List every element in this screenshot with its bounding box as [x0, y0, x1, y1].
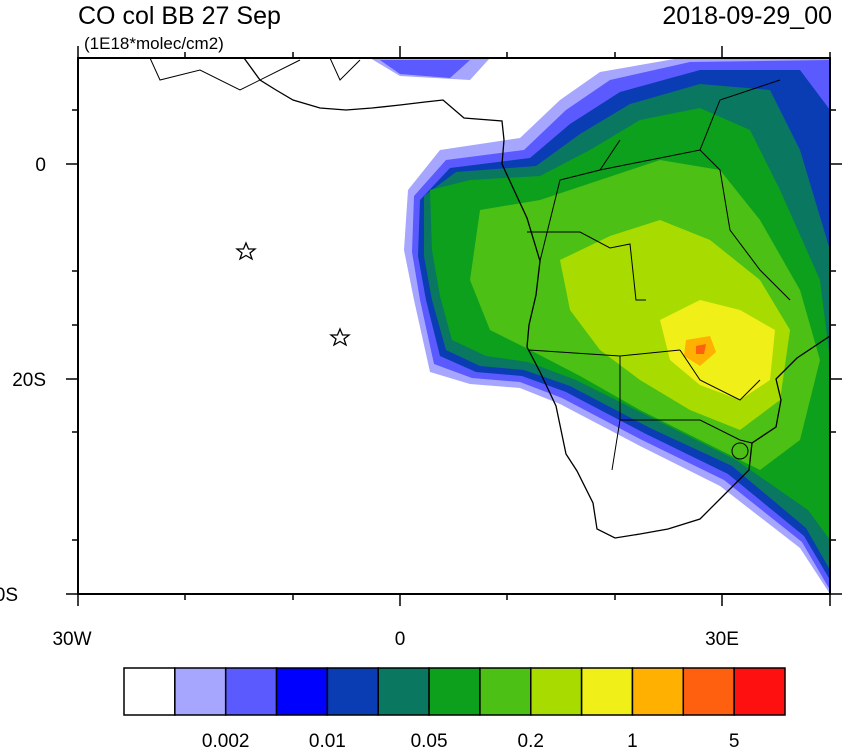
- colorbar-label: 1: [627, 731, 638, 750]
- plume-yellow: [660, 300, 775, 400]
- lon-label: 30W: [52, 629, 91, 650]
- colorbar-label: 0.05: [411, 731, 448, 750]
- colorbar-box: [631, 667, 685, 716]
- colorbar: 0.002 0.01 0.05 0.2 1 5: [123, 667, 786, 752]
- colorbar-box: [326, 667, 379, 716]
- lon-label: 30E: [705, 629, 739, 650]
- borders: [149, 58, 791, 471]
- colorbar-box: [580, 667, 634, 716]
- plume-red: [696, 344, 706, 354]
- island-star: [329, 327, 351, 347]
- colorbar-label: 5: [729, 731, 740, 750]
- colorbar-box: [428, 667, 481, 716]
- title: CO col BB 27 Sep: [78, 2, 281, 30]
- colorbar-box: [174, 667, 227, 716]
- units: (1E18*molec/cm2): [84, 34, 224, 53]
- colorbar-box: [530, 667, 583, 716]
- coastline: [243, 58, 830, 539]
- colorbar-box: [123, 667, 176, 716]
- lesotho: [731, 442, 749, 460]
- map-frame: [77, 57, 831, 595]
- lat-label: 0: [35, 155, 46, 176]
- ticks: [66, 46, 842, 606]
- colorbar-box: [733, 667, 786, 716]
- colorbar-label: 0.002: [202, 731, 250, 750]
- colorbar-box: [275, 667, 329, 716]
- lat-label: 40S: [0, 585, 18, 606]
- lat-label: 20S: [12, 370, 46, 391]
- colorbar-label: 0.2: [518, 731, 544, 750]
- colorbar-box: [224, 667, 278, 716]
- island-star: [235, 241, 257, 261]
- colorbar-box: [377, 667, 430, 716]
- colorbar-box: [682, 667, 735, 716]
- date: 2018-09-29_00: [662, 2, 832, 30]
- colorbar-label: 0.01: [309, 731, 346, 750]
- colorbar-box: [479, 667, 532, 716]
- lon-label: 0: [395, 629, 406, 650]
- map: [149, 58, 830, 594]
